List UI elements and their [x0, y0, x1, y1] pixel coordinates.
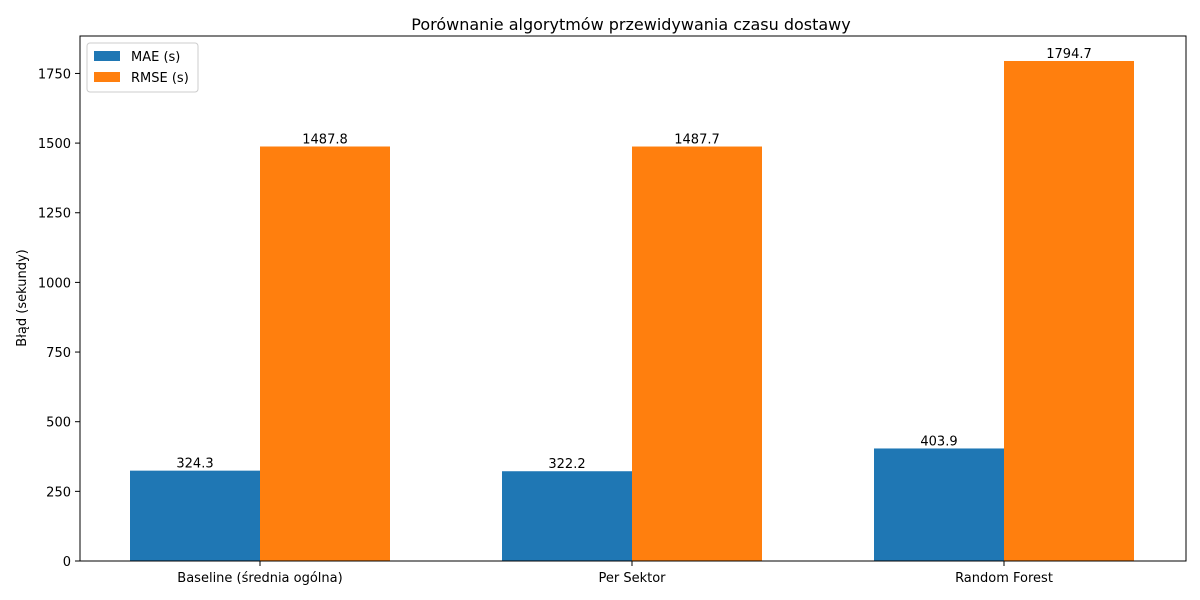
x-axis-ticks: Baseline (średnia ogólna) Per Sektor Rando…	[177, 561, 1053, 586]
bar-mae-s-2	[874, 448, 1004, 561]
data-label-mae-s-2: 403.9	[920, 434, 957, 449]
bar-mae-s-1	[502, 471, 632, 561]
bar-mae-s-0	[130, 470, 260, 561]
y-tick-label-2: 500	[46, 416, 71, 431]
legend-label-mae: MAE (s)	[131, 50, 180, 65]
y-axis-ticks: 0 250 500 750 1000 1250 1500 1750	[38, 67, 80, 570]
data-label-mae-s-0: 324.3	[176, 457, 213, 472]
y-tick-label-1: 250	[46, 485, 71, 500]
bar-rmse-s-0	[260, 146, 390, 561]
legend: MAE (s) RMSE (s)	[86, 42, 199, 93]
y-tick-label-3: 750	[46, 346, 71, 361]
y-tick-label-7: 1750	[38, 67, 71, 82]
data-label-rmse-s-2: 1794.7	[1046, 47, 1092, 62]
x-tick-label-0: Baseline (średnia ogólna)	[177, 571, 342, 586]
data-label-rmse-s-0: 1487.8	[302, 132, 348, 147]
data-label-mae-s-1: 322.2	[548, 457, 585, 472]
bar-rmse-s-2	[1004, 60, 1134, 561]
x-tick-label-1: Per Sektor	[598, 571, 666, 586]
y-tick-label-6: 1500	[38, 137, 71, 152]
y-axis-label: Błąd (sekundy)	[15, 249, 30, 346]
legend-label-rmse: RMSE (s)	[131, 71, 189, 86]
legend-swatch-rmse	[94, 72, 120, 82]
y-tick-label-4: 1000	[38, 276, 71, 291]
data-labels-group: 324.3 322.2 403.9 1487.8 1487.7 1794.7	[176, 47, 1091, 472]
y-tick-label-0: 0	[63, 555, 71, 570]
data-label-rmse-s-1: 1487.7	[674, 133, 720, 148]
bar-rmse-s-1	[632, 146, 762, 561]
bars-group	[130, 60, 1134, 561]
plot-frame	[79, 35, 1187, 562]
x-tick-label-2: Random Forest	[955, 571, 1053, 586]
chart-title: Porównanie algorytmów przewidywania czas…	[411, 15, 850, 34]
y-tick-label-5: 1250	[38, 207, 71, 222]
legend-swatch-mae	[94, 51, 120, 61]
